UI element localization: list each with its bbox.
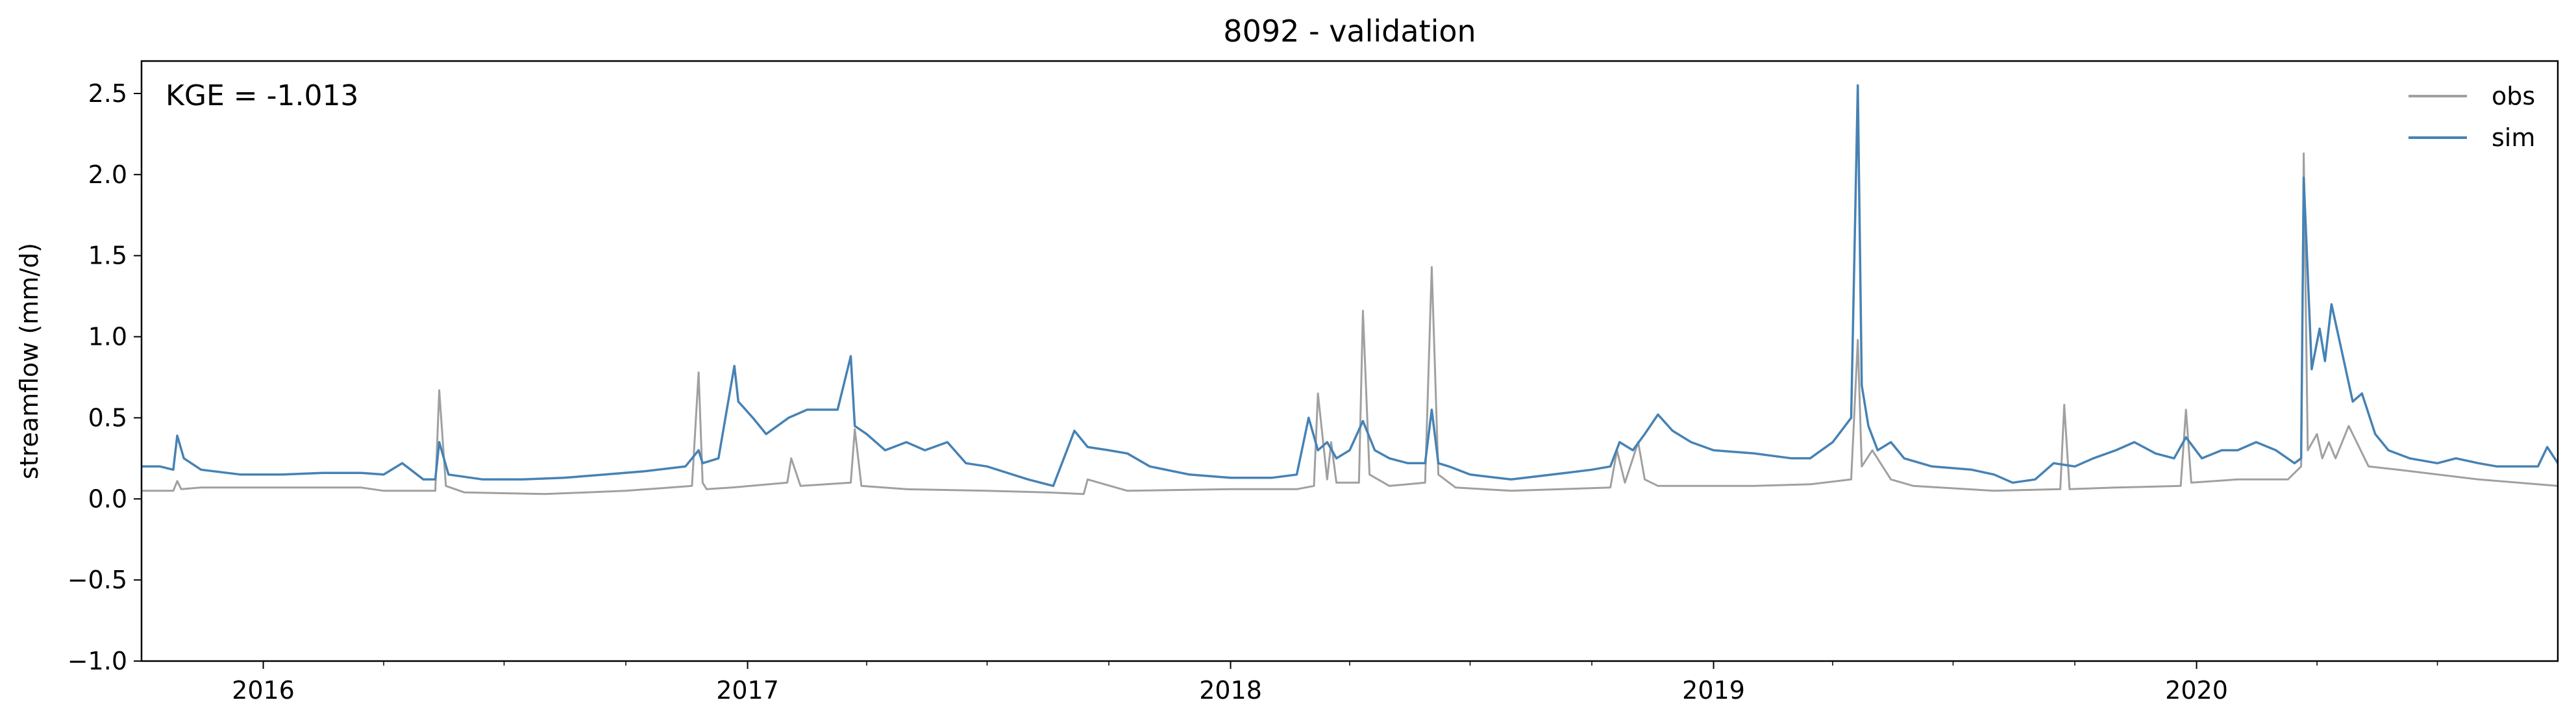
legend-label-obs: obs [2492,82,2535,110]
x-axis: 2016 2017 2018 2019 2020 [232,661,2438,705]
y-tick-label: −1.0 [68,647,127,675]
y-axis-label: streamflow (mm/d) [15,243,43,479]
y-tick-label: 1.5 [88,242,127,270]
x-tick-label: 2016 [232,676,295,705]
legend-label-sim: sim [2492,123,2535,152]
chart-title: 8092 - validation [1223,14,1476,49]
y-axis: −1.0 −0.5 0.0 0.5 1.0 1.5 2.0 2.5 [68,79,142,675]
x-tick-label: 2017 [716,676,779,705]
y-tick-label: −0.5 [68,566,127,594]
y-tick-label: 2.5 [88,79,127,108]
y-tick-label: 0.0 [88,484,127,513]
x-tick-label: 2018 [1199,676,1262,705]
y-tick-label: 2.0 [88,160,127,189]
kge-annotation: KGE = -1.013 [166,79,358,112]
series-line-obs [142,152,2558,495]
y-tick-label: 0.5 [88,403,127,432]
series-line-sim [142,84,2558,488]
legend: obs sim [2409,82,2535,152]
x-tick-label: 2019 [1682,676,1745,705]
y-tick-label: 1.0 [88,323,127,351]
x-tick-label: 2020 [2165,676,2228,705]
series-layer [142,84,2558,495]
